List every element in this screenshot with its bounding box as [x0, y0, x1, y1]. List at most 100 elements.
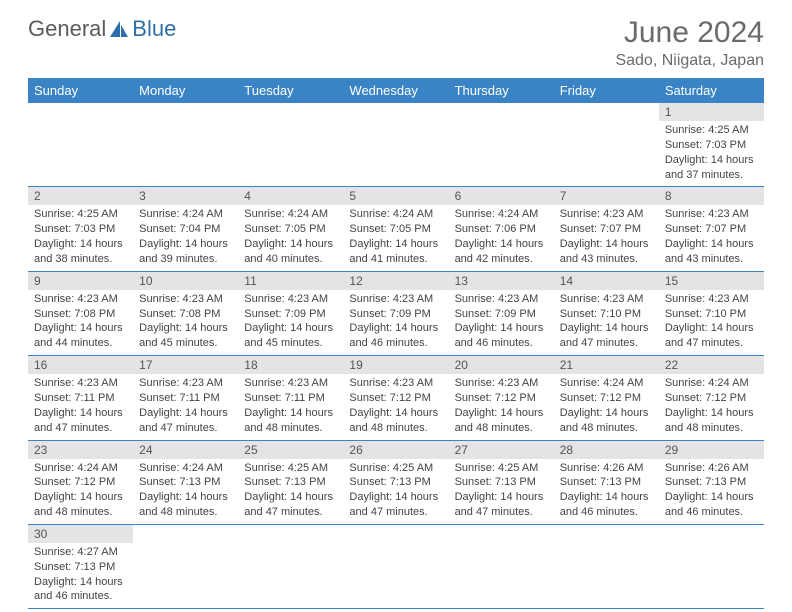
sunset-line: Sunset: 7:13 PM	[455, 475, 548, 490]
day-number: 7	[554, 187, 659, 205]
brand-part2: Blue	[132, 16, 176, 42]
calendar-cell: 13Sunrise: 4:23 AMSunset: 7:09 PMDayligh…	[449, 271, 554, 355]
day-data: Sunrise: 4:23 AMSunset: 7:08 PMDaylight:…	[133, 290, 238, 355]
sunrise-line: Sunrise: 4:23 AM	[244, 292, 337, 307]
sunrise-line: Sunrise: 4:23 AM	[349, 376, 442, 391]
sunrise-line: Sunrise: 4:25 AM	[665, 123, 758, 138]
weekday-header: Saturday	[659, 78, 764, 103]
day-data: Sunrise: 4:23 AMSunset: 7:09 PMDaylight:…	[343, 290, 448, 355]
day-number: 28	[554, 441, 659, 459]
daylight-line: Daylight: 14 hours and 46 minutes.	[665, 490, 758, 520]
daylight-line: Daylight: 14 hours and 47 minutes.	[455, 490, 548, 520]
daylight-line: Daylight: 14 hours and 43 minutes.	[560, 237, 653, 267]
day-number: 10	[133, 272, 238, 290]
calendar-cell: 27Sunrise: 4:25 AMSunset: 7:13 PMDayligh…	[449, 440, 554, 524]
daylight-line: Daylight: 14 hours and 47 minutes.	[560, 321, 653, 351]
sunset-line: Sunset: 7:13 PM	[34, 560, 127, 575]
day-data: Sunrise: 4:23 AMSunset: 7:07 PMDaylight:…	[554, 205, 659, 270]
daylight-line: Daylight: 14 hours and 48 minutes.	[139, 490, 232, 520]
day-data: Sunrise: 4:23 AMSunset: 7:11 PMDaylight:…	[238, 374, 343, 439]
daylight-line: Daylight: 14 hours and 48 minutes.	[34, 490, 127, 520]
sunset-line: Sunset: 7:07 PM	[560, 222, 653, 237]
calendar-cell: 4Sunrise: 4:24 AMSunset: 7:05 PMDaylight…	[238, 187, 343, 271]
daylight-line: Daylight: 14 hours and 46 minutes.	[34, 575, 127, 605]
calendar-cell: 19Sunrise: 4:23 AMSunset: 7:12 PMDayligh…	[343, 356, 448, 440]
sunrise-line: Sunrise: 4:24 AM	[665, 376, 758, 391]
calendar-cell	[343, 103, 448, 187]
day-number: 25	[238, 441, 343, 459]
sunset-line: Sunset: 7:09 PM	[455, 307, 548, 322]
weekday-header: Wednesday	[343, 78, 448, 103]
calendar-cell: 28Sunrise: 4:26 AMSunset: 7:13 PMDayligh…	[554, 440, 659, 524]
calendar-cell: 12Sunrise: 4:23 AMSunset: 7:09 PMDayligh…	[343, 271, 448, 355]
day-number: 6	[449, 187, 554, 205]
calendar-cell	[659, 524, 764, 608]
day-number: 12	[343, 272, 448, 290]
sunrise-line: Sunrise: 4:25 AM	[244, 461, 337, 476]
sunset-line: Sunset: 7:12 PM	[665, 391, 758, 406]
page-header: General Blue June 2024 Sado, Niigata, Ja…	[28, 16, 764, 70]
day-number: 14	[554, 272, 659, 290]
sunrise-line: Sunrise: 4:24 AM	[139, 207, 232, 222]
sunrise-line: Sunrise: 4:24 AM	[349, 207, 442, 222]
calendar-row: 23Sunrise: 4:24 AMSunset: 7:12 PMDayligh…	[28, 440, 764, 524]
calendar-row: 9Sunrise: 4:23 AMSunset: 7:08 PMDaylight…	[28, 271, 764, 355]
sunset-line: Sunset: 7:03 PM	[34, 222, 127, 237]
day-number: 24	[133, 441, 238, 459]
sunrise-line: Sunrise: 4:24 AM	[139, 461, 232, 476]
calendar-cell: 1Sunrise: 4:25 AMSunset: 7:03 PMDaylight…	[659, 103, 764, 187]
calendar-cell: 2Sunrise: 4:25 AMSunset: 7:03 PMDaylight…	[28, 187, 133, 271]
sunrise-line: Sunrise: 4:23 AM	[349, 292, 442, 307]
calendar-row: 1Sunrise: 4:25 AMSunset: 7:03 PMDaylight…	[28, 103, 764, 187]
calendar-cell	[238, 103, 343, 187]
daylight-line: Daylight: 14 hours and 39 minutes.	[139, 237, 232, 267]
day-data: Sunrise: 4:24 AMSunset: 7:05 PMDaylight:…	[238, 205, 343, 270]
calendar-cell: 10Sunrise: 4:23 AMSunset: 7:08 PMDayligh…	[133, 271, 238, 355]
sunrise-line: Sunrise: 4:23 AM	[34, 292, 127, 307]
calendar-cell: 8Sunrise: 4:23 AMSunset: 7:07 PMDaylight…	[659, 187, 764, 271]
daylight-line: Daylight: 14 hours and 47 minutes.	[244, 490, 337, 520]
sunset-line: Sunset: 7:11 PM	[244, 391, 337, 406]
calendar-cell: 25Sunrise: 4:25 AMSunset: 7:13 PMDayligh…	[238, 440, 343, 524]
title-block: June 2024 Sado, Niigata, Japan	[615, 16, 764, 70]
day-data: Sunrise: 4:23 AMSunset: 7:11 PMDaylight:…	[28, 374, 133, 439]
brand-part1: General	[28, 16, 106, 42]
day-data: Sunrise: 4:24 AMSunset: 7:12 PMDaylight:…	[554, 374, 659, 439]
day-data: Sunrise: 4:23 AMSunset: 7:08 PMDaylight:…	[28, 290, 133, 355]
day-number: 3	[133, 187, 238, 205]
weekday-header: Tuesday	[238, 78, 343, 103]
day-number: 22	[659, 356, 764, 374]
sunset-line: Sunset: 7:05 PM	[244, 222, 337, 237]
day-data: Sunrise: 4:24 AMSunset: 7:12 PMDaylight:…	[28, 459, 133, 524]
day-number: 29	[659, 441, 764, 459]
day-number: 26	[343, 441, 448, 459]
day-number: 16	[28, 356, 133, 374]
daylight-line: Daylight: 14 hours and 48 minutes.	[244, 406, 337, 436]
calendar-cell: 21Sunrise: 4:24 AMSunset: 7:12 PMDayligh…	[554, 356, 659, 440]
calendar-cell: 15Sunrise: 4:23 AMSunset: 7:10 PMDayligh…	[659, 271, 764, 355]
day-data: Sunrise: 4:23 AMSunset: 7:10 PMDaylight:…	[659, 290, 764, 355]
calendar-row: 30Sunrise: 4:27 AMSunset: 7:13 PMDayligh…	[28, 524, 764, 608]
calendar-cell: 16Sunrise: 4:23 AMSunset: 7:11 PMDayligh…	[28, 356, 133, 440]
daylight-line: Daylight: 14 hours and 47 minutes.	[349, 490, 442, 520]
sunset-line: Sunset: 7:05 PM	[349, 222, 442, 237]
calendar-cell: 20Sunrise: 4:23 AMSunset: 7:12 PMDayligh…	[449, 356, 554, 440]
weekday-header: Monday	[133, 78, 238, 103]
sunrise-line: Sunrise: 4:23 AM	[244, 376, 337, 391]
day-data: Sunrise: 4:23 AMSunset: 7:12 PMDaylight:…	[343, 374, 448, 439]
sunrise-line: Sunrise: 4:24 AM	[455, 207, 548, 222]
sunset-line: Sunset: 7:09 PM	[349, 307, 442, 322]
sunset-line: Sunset: 7:07 PM	[665, 222, 758, 237]
day-number: 18	[238, 356, 343, 374]
day-data: Sunrise: 4:25 AMSunset: 7:13 PMDaylight:…	[238, 459, 343, 524]
day-number: 13	[449, 272, 554, 290]
day-data: Sunrise: 4:27 AMSunset: 7:13 PMDaylight:…	[28, 543, 133, 608]
day-data: Sunrise: 4:23 AMSunset: 7:09 PMDaylight:…	[449, 290, 554, 355]
day-number: 21	[554, 356, 659, 374]
sunrise-line: Sunrise: 4:24 AM	[34, 461, 127, 476]
day-data: Sunrise: 4:23 AMSunset: 7:09 PMDaylight:…	[238, 290, 343, 355]
sunset-line: Sunset: 7:12 PM	[560, 391, 653, 406]
sunrise-line: Sunrise: 4:23 AM	[139, 292, 232, 307]
daylight-line: Daylight: 14 hours and 48 minutes.	[349, 406, 442, 436]
sunrise-line: Sunrise: 4:27 AM	[34, 545, 127, 560]
